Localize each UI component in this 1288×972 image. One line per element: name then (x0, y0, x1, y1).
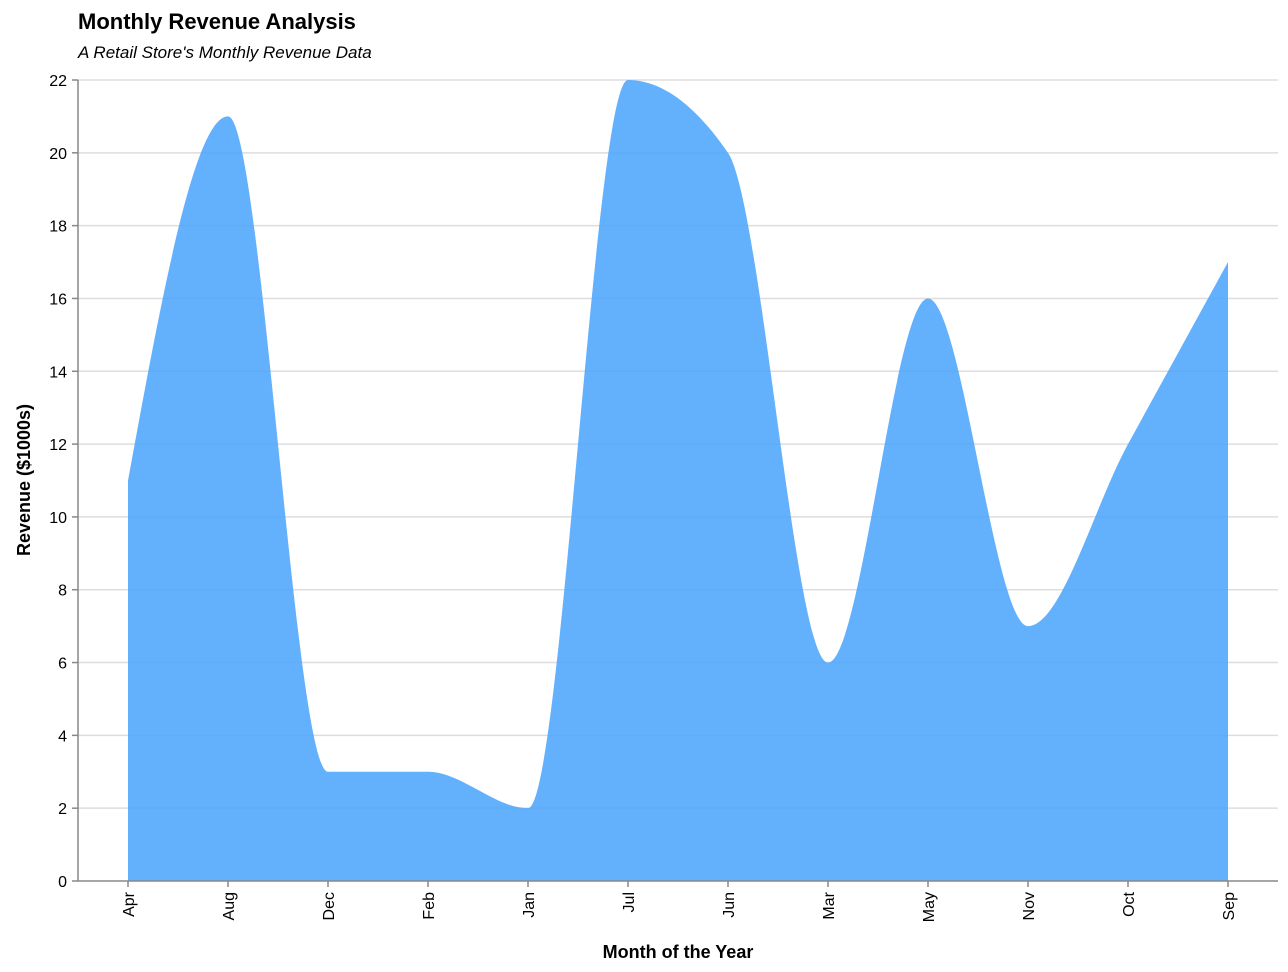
x-tick-label: Jul (621, 892, 638, 912)
x-tick-label: Mar (821, 891, 838, 919)
data-point-sep (1228, 262, 1229, 263)
data-point-jul (628, 80, 629, 81)
data-point-aug (228, 116, 229, 117)
y-tick-label: 8 (58, 583, 67, 600)
y-axis-title: Revenue ($1000s) (14, 404, 34, 556)
y-tick-label: 22 (49, 73, 67, 90)
data-point-jan (528, 808, 529, 809)
data-point-feb (428, 771, 429, 772)
data-point-apr (128, 480, 129, 481)
x-tick-label: Nov (1021, 892, 1038, 920)
data-point-mar (828, 662, 829, 663)
y-tick-label: 6 (58, 656, 67, 673)
chart-title: Monthly Revenue Analysis (78, 9, 356, 34)
x-tick-label: May (921, 892, 938, 922)
x-axis-title: Month of the Year (603, 942, 754, 962)
x-tick-label: Sep (1221, 892, 1238, 921)
x-tick-label: Apr (121, 891, 138, 917)
y-tick-label: 2 (58, 801, 67, 818)
y-tick-label: 20 (49, 146, 67, 163)
x-tick-label: Oct (1121, 891, 1138, 916)
y-tick-label: 10 (49, 510, 67, 527)
data-point-dec (328, 771, 329, 772)
data-point-may (928, 298, 929, 299)
area-series (128, 80, 1229, 881)
y-axis: 0 2 4 6 8 10 12 14 16 18 20 22 (49, 73, 79, 891)
data-point-jun (728, 152, 729, 153)
data-point-oct (1128, 444, 1129, 445)
y-tick-label: 14 (49, 364, 67, 381)
data-point-nov (1028, 626, 1029, 627)
x-tick-label: Jun (721, 892, 738, 918)
x-tick-label: Jan (521, 892, 538, 918)
x-tick-label: Dec (321, 892, 338, 920)
y-tick-label: 0 (58, 874, 67, 891)
revenue-area (128, 80, 1228, 881)
x-axis: Apr Aug Dec Feb Jan Jul Jun Mar May Nov Oct Sep (78, 880, 1278, 922)
x-tick-label: Aug (221, 892, 238, 920)
y-tick-label: 4 (58, 728, 67, 745)
y-tick-label: 12 (49, 437, 67, 454)
y-tick-label: 18 (49, 219, 67, 236)
chart-subtitle: A Retail Store's Monthly Revenue Data (77, 43, 372, 62)
y-tick-label: 16 (49, 291, 67, 308)
x-tick-label: Feb (421, 892, 438, 920)
